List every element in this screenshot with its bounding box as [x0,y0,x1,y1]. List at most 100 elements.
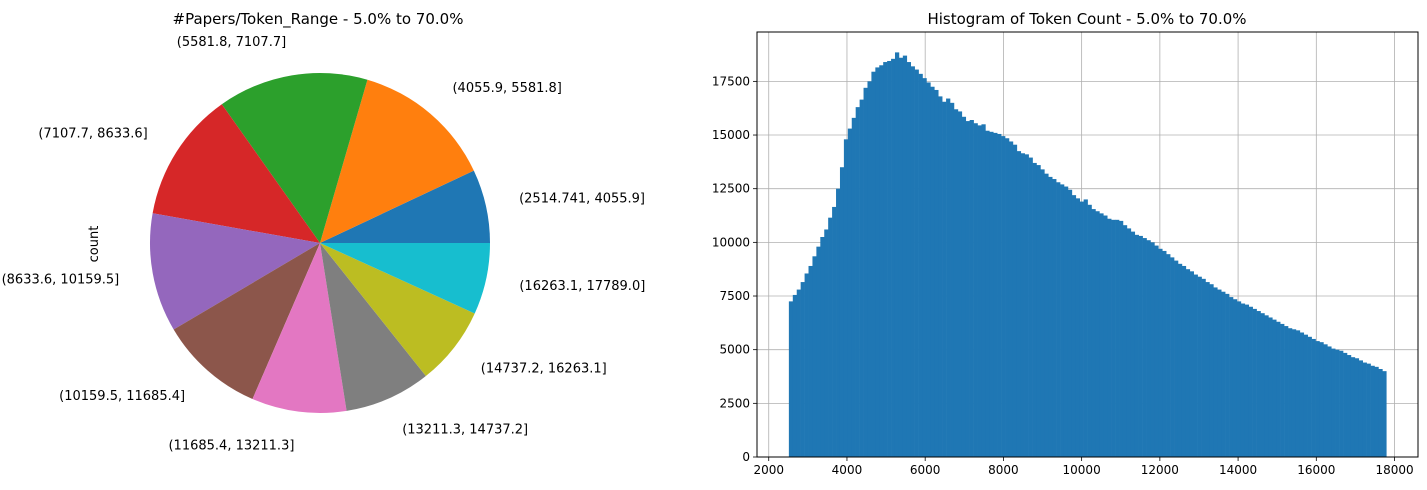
x-tick-label: 2000 [753,463,784,477]
histogram-bar [820,236,825,457]
pie-slice-label: (8633.6, 10159.5] [2,272,120,287]
histogram-bar [816,246,821,457]
histogram-bar [1044,173,1049,457]
histogram-bar [1217,289,1222,457]
histogram-bar [922,78,927,457]
x-tick-label: 8000 [988,463,1019,477]
histogram-bar [1126,228,1132,457]
histogram-bar [1005,138,1010,457]
y-tick-label: 12500 [712,182,750,196]
histogram-bar [1193,274,1198,457]
histogram-bar [1095,211,1100,457]
histogram-bar [1111,219,1116,457]
histogram-bar [1276,321,1281,457]
histogram-bar [851,117,856,458]
pie-slice-label: (7107.7, 8633.6] [38,127,147,142]
x-tick-label: 6000 [910,463,941,477]
histogram-axes: 2000 4000 6000 8000 10000 12000 14000 16000 1800… [712,74,1414,477]
histogram-bar [1343,352,1348,457]
histogram-bar [1205,282,1210,457]
histogram-bar [898,57,904,458]
histogram-bar [1142,238,1147,457]
histogram-bar [867,81,872,458]
histogram-bar [969,120,974,457]
histogram-bar [906,62,912,457]
histogram-bar [871,71,876,457]
histogram-bar [792,294,798,457]
histogram-bar [1307,336,1312,457]
histogram-bar [1256,311,1261,457]
histogram-bar [997,133,1002,457]
histogram-bar [1331,348,1336,457]
histogram-bar [1268,317,1273,457]
histogram-bar [1244,304,1250,457]
histogram-bar [891,58,896,457]
histogram-bar [1295,330,1301,457]
histogram-bar [902,55,908,457]
histogram-bar [1138,235,1143,457]
pie-slice-label: (5581.8, 7107.7] [177,35,286,50]
histogram-bar [1115,219,1120,457]
histogram-bar [1240,303,1246,457]
histogram-bar [1162,250,1167,457]
histogram-bar [926,82,931,457]
histogram-bar [1130,231,1136,457]
histogram-bar [918,73,923,457]
histogram-bar [824,229,829,457]
pie-slice-label: (11685.4, 13211.3] [168,438,294,453]
histogram-bar [1012,144,1018,457]
pie-slice [320,243,475,377]
x-tick-label: 10000 [1063,463,1101,477]
histogram-bar [875,67,880,458]
pie-slice-label: (10159.5, 11685.4] [59,389,185,404]
histogram-bar [1091,209,1096,457]
histogram-bar [1048,176,1053,458]
histogram-bar [1221,291,1226,457]
histogram-bar [1166,254,1171,457]
histogram-bar [942,101,947,457]
histogram-bar [855,107,860,458]
histogram-bar [1154,245,1159,457]
histogram-bar [1229,297,1234,457]
pie-slice [221,73,368,243]
histogram-bar [1063,186,1069,457]
histogram-bar [961,116,967,458]
histogram-bar [800,282,805,457]
pie-slice [320,170,490,243]
histogram-bar [1260,313,1265,457]
histogram-bar [1201,278,1206,457]
histogram-bar [1209,284,1214,457]
pie-slice [320,243,490,314]
histogram-bar [1174,260,1179,457]
histogram-bar [894,52,900,457]
histogram-bar [953,109,959,457]
histogram-bar [1232,299,1238,457]
histogram-bar [847,128,853,457]
histogram-bar [1288,328,1293,457]
histogram-bar [1197,276,1202,457]
histogram-bar [1291,329,1297,457]
histogram-bars [788,52,1387,458]
histogram-bar [1366,363,1371,457]
histogram-bar [1354,358,1360,457]
histogram-bar [977,125,982,457]
histogram-bar [804,273,809,457]
histogram-bar [1248,306,1253,457]
histogram-bar [1032,162,1037,458]
histogram-bar [1079,201,1084,457]
y-tick-label: 17500 [712,74,750,88]
histogram-bar [950,102,955,457]
histogram-bar [887,60,892,458]
histogram-bar [1346,355,1352,457]
histogram-bar [863,87,868,458]
pie-title: #Papers/Token_Range - 5.0% to 70.0% [173,10,464,29]
histogram-bar [1339,350,1344,457]
histogram-bar [1350,357,1356,457]
histogram-bar [859,99,864,457]
histogram-bar [1016,151,1022,457]
histogram-bar [1378,368,1383,457]
histogram-bar [1008,141,1014,457]
histogram-frame [756,31,1419,458]
histogram-bar [843,139,849,457]
